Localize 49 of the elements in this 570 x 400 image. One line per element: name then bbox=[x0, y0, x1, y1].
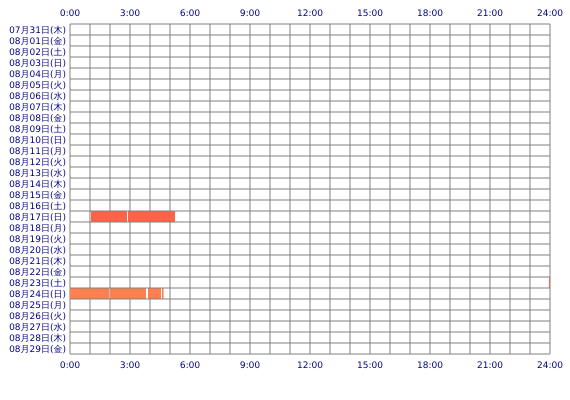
y-tick-label: 08月09日(土) bbox=[9, 124, 66, 135]
x2-tick-label: 9:00 bbox=[240, 9, 260, 19]
y-tick-label: 08月26日(火) bbox=[9, 311, 66, 322]
x2-tick-label: 0:00 bbox=[60, 9, 80, 19]
x2-tick-label: 6:00 bbox=[180, 9, 200, 19]
x-tick-label: 12:00 bbox=[297, 361, 324, 371]
x-tick-label: 21:00 bbox=[477, 361, 504, 371]
x2-tick-label: 21:00 bbox=[477, 9, 504, 19]
y-tick-label: 08月03日(日) bbox=[9, 59, 66, 69]
x2-tick-label: 18:00 bbox=[417, 9, 444, 19]
y-tick-label: 08月10日(日) bbox=[9, 136, 66, 146]
y-tick-label: 08月07日(木) bbox=[9, 102, 66, 113]
y-tick-label: 08月17日(日) bbox=[9, 213, 66, 223]
y-tick-label: 08月12日(火) bbox=[9, 157, 66, 168]
y-tick-label: 08月08日(金) bbox=[9, 113, 66, 124]
y-tick-label: 08月06日(水) bbox=[9, 91, 66, 102]
y-tick-label: 08月15日(金) bbox=[9, 190, 66, 201]
y-tick-label: 08月04日(月) bbox=[9, 70, 66, 80]
y-tick-label: 08月18日(月) bbox=[9, 224, 66, 234]
y-tick-label: 08月05日(火) bbox=[9, 80, 66, 91]
y-tick-label: 08月21日(木) bbox=[9, 256, 66, 267]
y-tick-label: 08月14日(木) bbox=[9, 179, 66, 190]
bar bbox=[148, 288, 161, 298]
y-tick-label: 08月16日(土) bbox=[9, 201, 66, 212]
y-tick-label: 08月23日(土) bbox=[9, 278, 66, 289]
y-tick-label: 08月01日(金) bbox=[9, 36, 66, 47]
x-tick-label: 3:00 bbox=[120, 361, 140, 371]
x2-tick-label: 12:00 bbox=[297, 9, 324, 19]
x2-tick-label: 3:00 bbox=[120, 9, 140, 19]
x-tick-label: 6:00 bbox=[180, 361, 200, 371]
x-tick-label: 9:00 bbox=[240, 361, 260, 371]
x2-tick-label: 15:00 bbox=[357, 9, 384, 19]
y-tick-label: 08月25日(月) bbox=[9, 301, 66, 311]
y-tick-label: 08月20日(水) bbox=[9, 245, 66, 256]
y-tick-label: 08月22日(金) bbox=[9, 267, 66, 278]
y-tick-label: 08月24日(日) bbox=[9, 290, 66, 300]
y-tick-label: 08月19日(火) bbox=[9, 234, 66, 245]
x-tick-label: 15:00 bbox=[357, 361, 384, 371]
y-tick-label: 08月11日(月) bbox=[9, 147, 66, 157]
y-tick-label: 08月29日(金) bbox=[9, 344, 66, 355]
y-tick-label: 08月13日(水) bbox=[9, 168, 66, 179]
x-tick-label: 0:00 bbox=[60, 361, 80, 371]
y-tick-label: 08月28日(木) bbox=[9, 333, 66, 344]
x-tick-label: 18:00 bbox=[417, 361, 444, 371]
y-tick-label: 08月02日(土) bbox=[9, 47, 66, 58]
x-tick-label: 24:00 bbox=[537, 361, 564, 371]
x2-tick-label: 24:00 bbox=[537, 9, 564, 19]
y-tick-label: 08月27日(水) bbox=[9, 322, 66, 333]
y-tick-label: 07月31日(木) bbox=[9, 25, 66, 36]
